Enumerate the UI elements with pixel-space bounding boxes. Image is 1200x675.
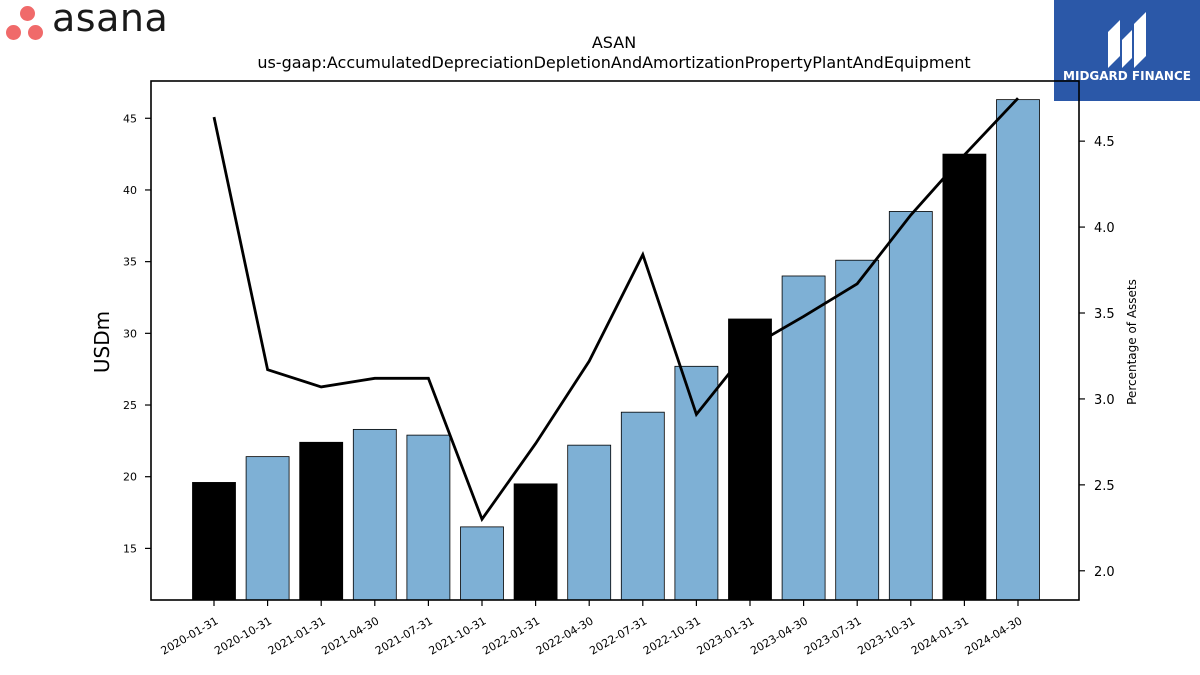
- asana-logo: asana: [4, 0, 194, 44]
- y-tick-label-40: 40: [123, 184, 137, 197]
- x-tick-label-2021-01-31: 2021-01-31: [266, 614, 328, 657]
- x-tick-label-2020-01-31: 2020-01-31: [159, 614, 221, 657]
- bar-2021-01-31: [299, 441, 344, 601]
- bar-2023-10-31: [888, 211, 933, 601]
- x-tick-label-2022-10-31: 2022-10-31: [641, 614, 703, 657]
- y2-tick-label-4.0: 4.0: [1094, 221, 1115, 236]
- bar-2024-01-31: [942, 153, 987, 601]
- y2-tick-label-2.5: 2.5: [1094, 479, 1115, 494]
- bar-2022-04-30: [567, 444, 612, 601]
- bar-2021-07-31: [406, 434, 451, 601]
- y-tick-label-15: 15: [123, 542, 137, 555]
- x-tick-label-2023-04-30: 2023-04-30: [748, 614, 810, 657]
- bar-2021-10-31: [460, 526, 504, 601]
- x-tick-label-2023-01-31: 2023-01-31: [695, 614, 757, 657]
- logo-dot-top: [20, 6, 35, 21]
- y2-tick-label-2.0: 2.0: [1094, 565, 1115, 580]
- bar-2023-07-31: [835, 259, 880, 601]
- y-tick-label-35: 35: [123, 256, 137, 269]
- percentage-of-assets-line: [212, 97, 1020, 523]
- badge-label: MIDGARD FINANCE: [1063, 69, 1191, 83]
- x-tick-label-2023-10-31: 2023-10-31: [855, 614, 917, 657]
- chart-title: ASAN: [592, 33, 636, 52]
- x-tick-label-2021-07-31: 2021-07-31: [373, 614, 435, 657]
- y2-tick-label-3.0: 3.0: [1094, 393, 1115, 408]
- bar-2020-01-31: [192, 482, 236, 601]
- plot-frame: [150, 80, 1080, 601]
- bar-2024-04-30: [996, 99, 1040, 601]
- y2-axis-label: Percentage of Assets: [1125, 279, 1139, 405]
- x-tick-label-2022-07-31: 2022-07-31: [587, 614, 649, 657]
- x-tick-label-2022-04-30: 2022-04-30: [534, 614, 596, 657]
- x-tick-label-2020-10-31: 2020-10-31: [212, 614, 274, 657]
- bar-2022-07-31: [620, 411, 665, 601]
- bar-2022-01-31: [513, 483, 558, 601]
- chart-subtitle: us-gaap:AccumulatedDepreciationDepletion…: [257, 53, 970, 72]
- x-tick-label-2024-04-30: 2024-04-30: [963, 614, 1025, 657]
- x-tick-label-2021-10-31: 2021-10-31: [427, 614, 489, 657]
- x-tick-label-2023-07-31: 2023-07-31: [802, 614, 864, 657]
- bar-2023-01-31: [728, 318, 772, 601]
- y-tick-label-20: 20: [123, 471, 137, 484]
- y-axis-label: USDm: [90, 311, 114, 373]
- y2-tick-label-4.5: 4.5: [1094, 135, 1115, 150]
- x-tick-label-2024-01-31: 2024-01-31: [909, 614, 971, 657]
- y-tick-label-25: 25: [123, 399, 137, 412]
- bar-2022-10-31: [674, 365, 719, 601]
- y-tick-label-30: 30: [123, 327, 137, 340]
- bar-2021-04-30: [352, 428, 397, 601]
- x-tick-label-2022-01-31: 2022-01-31: [480, 614, 542, 657]
- y-tick-label-45: 45: [123, 112, 137, 125]
- bar-2020-10-31: [245, 456, 290, 601]
- y2-tick-label-3.5: 3.5: [1094, 307, 1115, 322]
- x-tick-label-2021-04-30: 2021-04-30: [319, 614, 381, 657]
- logo-dot-right: [28, 25, 43, 40]
- brand-name: asana: [52, 0, 169, 40]
- logo-dot-left: [6, 25, 21, 40]
- midgard-finance-icon: [1108, 12, 1146, 68]
